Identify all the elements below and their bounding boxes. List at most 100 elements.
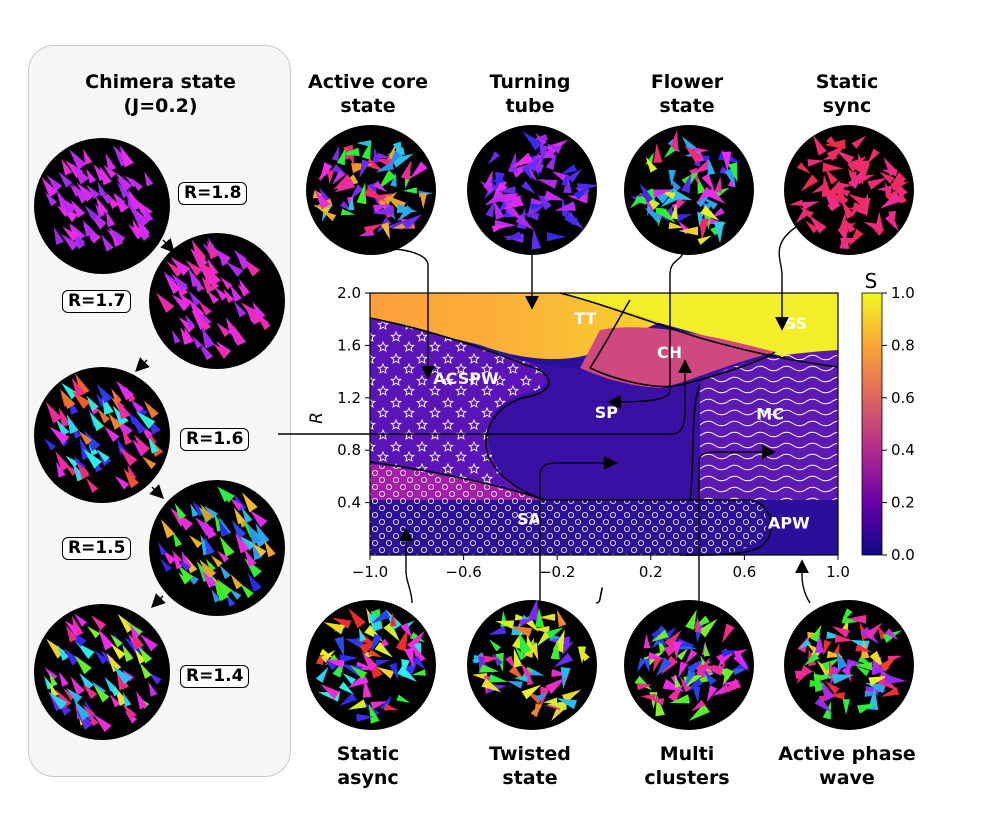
spin-cone (319, 187, 330, 203)
spin-cone (97, 408, 111, 424)
x-axis-label: J (595, 585, 603, 605)
spin-cone (554, 201, 577, 211)
colorbar (861, 292, 883, 556)
spin-cone (839, 212, 848, 229)
spin-cone (840, 237, 860, 247)
spin-cone (348, 699, 367, 710)
state-title-line2: state (659, 95, 715, 117)
spin-cone (201, 263, 215, 283)
spin-cone (172, 531, 183, 547)
spin-cone (238, 534, 256, 551)
spin-cone (836, 651, 848, 670)
spin-cone (651, 189, 672, 199)
spin-cone (62, 226, 79, 242)
spin-cone (122, 692, 132, 707)
state-snapshot (624, 125, 754, 255)
state-title-line2: state (340, 95, 396, 117)
spin-cone (711, 683, 731, 696)
spin-cone (370, 701, 388, 710)
spin-cone (706, 685, 718, 703)
spin-cone (533, 625, 550, 634)
spin-cone (371, 609, 391, 624)
spin-field-snapshot (634, 609, 749, 721)
spin-cone (880, 192, 902, 209)
spin-cone (801, 201, 820, 210)
spin-cone (218, 519, 229, 537)
spin-cone (484, 190, 506, 206)
spin-cone (350, 665, 368, 680)
spin-cone (836, 187, 851, 197)
spin-field-snapshot (155, 237, 271, 361)
spin-field-snapshot (629, 130, 741, 245)
spin-cone (681, 136, 697, 153)
spin-cone (82, 448, 102, 469)
spin-cone (109, 694, 121, 708)
spin-cone (874, 211, 884, 230)
state-title-line2: async (337, 767, 399, 789)
spin-cone (844, 218, 856, 233)
spin-cone (373, 180, 387, 193)
spin-cone (206, 290, 220, 305)
spin-cone (884, 674, 907, 685)
spin-cone (388, 150, 402, 167)
spin-cone (105, 210, 116, 228)
state-snapshot (467, 600, 597, 730)
spin-cone (644, 207, 663, 223)
spin-cone (855, 174, 875, 185)
spin-cone (134, 648, 146, 665)
spin-cone (105, 152, 117, 172)
spin-cone (659, 208, 676, 224)
spin-cone (553, 652, 573, 668)
spin-cone (545, 677, 567, 695)
spin-cone (160, 519, 176, 539)
spin-cone (117, 182, 131, 199)
spin-field-snapshot (471, 600, 590, 722)
spin-cone (339, 654, 359, 663)
spin-cone (83, 148, 93, 165)
spin-cone (676, 648, 689, 661)
spin-cone (698, 618, 718, 638)
spin-cone (480, 180, 495, 194)
spin-cone (669, 694, 690, 704)
spin-cone (521, 180, 536, 195)
spin-cone (505, 655, 516, 670)
spin-cone (530, 701, 542, 718)
spin-cone (327, 170, 335, 185)
spin-cone (231, 519, 247, 539)
spin-cone (813, 135, 827, 156)
region-tt-fill (370, 293, 660, 360)
spin-cone (664, 146, 676, 159)
spin-cone (716, 653, 726, 669)
spin-cone (118, 446, 138, 467)
spin-cone (171, 273, 188, 291)
spin-cone (338, 681, 354, 695)
spin-cone (336, 147, 346, 166)
spin-cone (61, 158, 73, 176)
spin-cone (511, 625, 533, 638)
spin-cone (235, 532, 250, 554)
spin-cone (813, 673, 833, 683)
spin-cone (810, 624, 822, 643)
spin-cone (653, 656, 662, 673)
state-snapshot (306, 600, 436, 730)
spin-cone (383, 621, 400, 642)
spin-cone (526, 150, 540, 172)
spin-cone (69, 149, 87, 171)
region-label-acspw: ACSPW (433, 369, 499, 388)
spin-cone (497, 186, 516, 195)
spin-cone (647, 188, 656, 203)
arrow-static-sync (775, 226, 797, 331)
spin-cone (721, 151, 732, 173)
spin-cone (520, 662, 532, 678)
spin-cone (823, 190, 841, 212)
boundary-sa-top (369, 461, 690, 501)
spin-cone (879, 171, 895, 184)
spin-cone (142, 456, 157, 470)
spin-cone (210, 555, 223, 568)
spin-cone (193, 250, 206, 263)
state-title-line2: wave (819, 767, 875, 789)
spin-cone (409, 161, 428, 179)
spin-cone (536, 630, 552, 647)
spin-cone (55, 461, 66, 478)
r-label: R=1.4 (180, 665, 250, 688)
